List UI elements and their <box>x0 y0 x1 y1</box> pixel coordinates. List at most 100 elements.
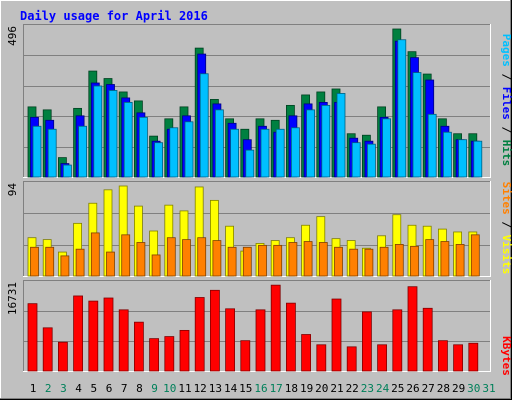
sites-bar <box>318 242 328 277</box>
pages-bar <box>473 140 483 178</box>
sites-bar <box>197 237 207 277</box>
kbytes-bar <box>437 340 448 372</box>
pages-bar <box>93 85 103 178</box>
kbytes-bar <box>270 284 281 372</box>
x-tick-label: 17 <box>270 382 283 395</box>
legend-files: Files <box>500 87 512 120</box>
sites-bar <box>379 246 389 277</box>
kbytes-bar <box>149 338 160 372</box>
kbytes-bar <box>209 289 220 372</box>
pages-bar <box>306 109 316 178</box>
x-tick-label: 29 <box>452 382 465 395</box>
pages-bar <box>138 116 148 178</box>
sites-bar <box>258 244 267 277</box>
legend-separator: / <box>500 67 512 87</box>
sites-bar <box>288 242 298 277</box>
x-tick-label: 8 <box>136 382 143 395</box>
kbytes-bar <box>164 336 175 372</box>
pages-bar <box>154 142 164 178</box>
sites-visits-legend: Sites / Visits <box>500 182 512 275</box>
sites-bar <box>410 245 419 277</box>
legend-sites: Sites <box>500 182 512 215</box>
kbytes-bar <box>331 298 342 372</box>
sites-bar <box>136 242 146 277</box>
kbytes-bar <box>346 346 357 372</box>
sites-bar <box>30 246 39 277</box>
sites-bar <box>75 248 85 277</box>
x-tick-label: 11 <box>178 382 191 395</box>
sites-bar <box>425 239 435 277</box>
kbytes-bar <box>285 302 296 372</box>
sites-bar <box>151 254 161 277</box>
pages-bar <box>214 109 224 178</box>
kbytes-bar <box>27 303 38 372</box>
x-tick-label: 9 <box>151 382 158 395</box>
kbytes-bar <box>240 340 251 372</box>
pages-bar <box>32 125 42 178</box>
sites-bar <box>349 248 359 277</box>
pages-bar <box>78 125 87 178</box>
kbytes-bar <box>453 344 464 372</box>
pages-bar <box>199 73 209 178</box>
kbytes-bar <box>392 309 403 372</box>
x-tick-label: 20 <box>315 382 328 395</box>
kbytes-bar <box>103 297 114 372</box>
kbytes-bar <box>361 311 372 372</box>
pages-bar <box>442 131 452 178</box>
y-axis-max-label: 16731 <box>6 282 19 315</box>
sites-bar <box>182 239 191 277</box>
pages-bar <box>366 143 376 178</box>
x-tick-label: 31 <box>482 382 495 395</box>
kbytes-bar <box>42 327 53 372</box>
legend-visits: Visits <box>500 235 512 275</box>
sites-bar <box>273 244 283 277</box>
pages-bar <box>382 118 392 178</box>
kbytes-bar <box>88 300 99 372</box>
legend-separator: / <box>500 120 512 140</box>
kbytes-bar <box>179 329 190 372</box>
kbytes-bar <box>316 344 327 372</box>
x-tick-label: 10 <box>163 382 176 395</box>
pages-bar <box>351 142 361 178</box>
chart-title: Daily usage for April 2016 <box>20 9 208 23</box>
legend-separator: / <box>500 215 512 235</box>
x-tick-label: 1 <box>30 382 37 395</box>
sites-bar <box>60 255 70 277</box>
pages-bar <box>275 128 285 178</box>
kbytes-bar <box>407 286 418 372</box>
kbytes-bar <box>194 297 205 372</box>
x-tick-label: 4 <box>75 382 82 395</box>
x-tick-label: 19 <box>300 382 313 395</box>
pages-bar <box>397 39 407 178</box>
pages-bar <box>230 128 240 178</box>
x-tick-label: 15 <box>239 382 252 395</box>
pages-bar <box>321 104 331 178</box>
pages-bar <box>336 93 346 178</box>
x-tick-label: 26 <box>406 382 419 395</box>
y-axis-max-label: 496 <box>6 26 19 46</box>
kbytes-bar <box>225 308 236 372</box>
sites-bar <box>440 241 450 277</box>
pages-bar <box>412 72 422 178</box>
x-tick-label: 18 <box>285 382 298 395</box>
x-tick-label: 14 <box>224 382 238 395</box>
pages-bar <box>184 121 194 178</box>
x-tick-label: 30 <box>467 382 480 395</box>
x-tick-label: 28 <box>437 382 450 395</box>
sites-bar <box>212 240 222 277</box>
sites-bar <box>334 246 343 277</box>
pages-bar <box>63 164 72 178</box>
sites-bar <box>227 246 237 277</box>
x-tick-label: 22 <box>346 382 359 395</box>
kbytes-bar <box>422 307 433 372</box>
x-tick-label: 5 <box>90 382 97 395</box>
sites-bar <box>394 244 404 277</box>
kbytes-bar <box>377 344 388 372</box>
x-tick-label: 7 <box>121 382 128 395</box>
kbytes-bar <box>118 309 129 372</box>
sites-bar <box>166 237 176 277</box>
x-tick-label: 27 <box>422 382 435 395</box>
sites-bar <box>45 246 55 277</box>
